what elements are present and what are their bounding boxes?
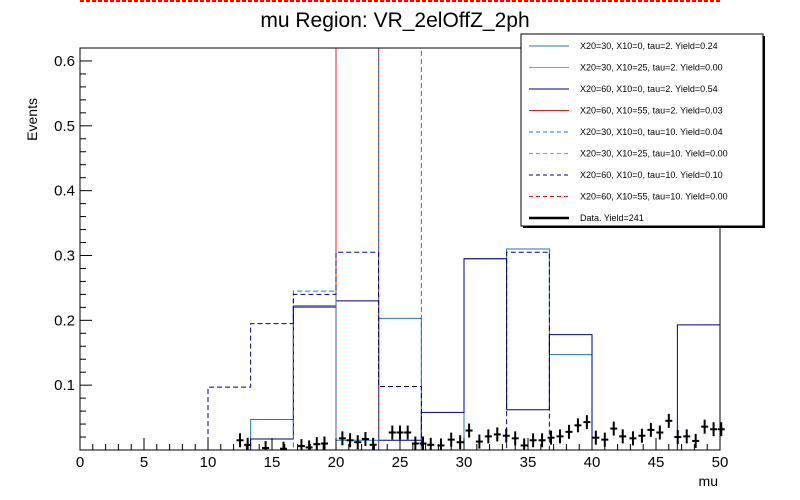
data-point-29 <box>520 438 528 450</box>
data-point-31 <box>538 433 546 448</box>
data-point-24 <box>475 434 483 449</box>
histogram-series-3 <box>80 258 721 451</box>
data-point-16 <box>404 425 412 440</box>
data-point-43 <box>647 422 655 437</box>
legend-entry-8: X20=60, X10=55, tau=10. Yield=0.00 <box>529 192 728 202</box>
x-tick-label: 50 <box>712 454 729 471</box>
legend: X20=30, X10=0, tau=2. Yield=0.24 X20=30, … <box>520 33 765 228</box>
data-point-34 <box>565 424 573 439</box>
data-point-35 <box>574 418 582 433</box>
y-tick-label: 0.4 <box>54 183 75 200</box>
x-tick-label: 20 <box>328 454 345 471</box>
data-point-37 <box>592 430 600 445</box>
legend-box <box>520 33 764 227</box>
legend-entry-3: X20=60, X10=0, tau=2. Yield=0.54 <box>529 84 718 94</box>
data-point-50 <box>710 422 718 437</box>
data-point-11 <box>354 435 362 450</box>
x-tick-label: 10 <box>200 454 217 471</box>
data-point-4 <box>280 441 288 450</box>
y-tick-label: 0.1 <box>54 377 75 394</box>
data-point-40 <box>619 429 627 444</box>
data-point-9 <box>338 431 346 446</box>
data-point-19 <box>427 437 435 450</box>
legend-label: X20=60, X10=55, tau=2. Yield=0.03 <box>580 106 723 116</box>
data-point-26 <box>493 427 501 442</box>
x-tick-label: 5 <box>140 454 148 471</box>
x-axis-title: mu <box>699 473 718 489</box>
data-point-32 <box>547 430 555 445</box>
x-tick-label: 25 <box>392 454 409 471</box>
legend-entry-5: X20=30, X10=0, tau=10. Yield=0.04 <box>529 127 723 137</box>
data-point-22 <box>456 435 464 450</box>
data-point-13 <box>369 437 377 450</box>
data-point-25 <box>484 429 492 444</box>
data-point-12 <box>361 431 369 446</box>
x-tick-label: 40 <box>584 454 601 471</box>
data-point-5 <box>297 439 305 450</box>
data-point-10 <box>346 433 354 448</box>
data-point-30 <box>529 433 537 448</box>
data-point-27 <box>502 428 510 443</box>
data-point-49 <box>701 419 709 434</box>
data-point-6 <box>305 440 313 450</box>
data-point-17 <box>411 436 419 450</box>
y-axis-title: Events <box>24 98 40 141</box>
data-point-42 <box>638 428 646 443</box>
legend-label: X20=60, X10=55, tau=10. Yield=0.00 <box>580 192 728 202</box>
data-point-51 <box>717 422 725 437</box>
y-tick-label: 0.3 <box>54 247 75 264</box>
x-tick-label: 35 <box>520 454 537 471</box>
legend-entry-2: X20=30, X10=25, tau=2. Yield=0.00 <box>529 63 723 73</box>
data-point-33 <box>556 429 564 444</box>
data-point-15 <box>396 425 404 440</box>
legend-entry-4: X20=60, X10=55, tau=2. Yield=0.03 <box>529 106 723 116</box>
y-tick-label: 0.2 <box>54 312 75 329</box>
data-point-45 <box>665 413 673 428</box>
legend-entry-6: X20=30, X10=25, tau=10. Yield=0.00 <box>529 149 728 159</box>
legend-entry-7: X20=60, X10=0, tau=10. Yield=0.10 <box>529 170 723 180</box>
data-point-2 <box>244 437 252 450</box>
data-point-46 <box>674 430 682 445</box>
legend-label: X20=60, X10=0, tau=2. Yield=0.54 <box>580 84 718 94</box>
legend-label: X20=30, X10=0, tau=10. Yield=0.04 <box>580 127 723 137</box>
chart-title: mu Region: VR_2elOffZ_2ph <box>260 9 529 32</box>
x-tick-label: 45 <box>648 454 665 471</box>
x-tick-label: 30 <box>456 454 473 471</box>
legend-entry-9: Data. Yield=241 <box>529 213 644 223</box>
data-point-39 <box>610 421 618 436</box>
data-point-23 <box>465 423 473 438</box>
data-point-1 <box>236 433 244 448</box>
x-tick-label: 15 <box>264 454 281 471</box>
data-point-48 <box>692 433 700 448</box>
legend-label: Data. Yield=241 <box>580 213 644 223</box>
legend-label: X20=60, X10=0, tau=10. Yield=0.10 <box>580 170 723 180</box>
data-point-44 <box>656 425 664 440</box>
x-tick-label: 0 <box>76 454 84 471</box>
legend-label: X20=30, X10=0, tau=2. Yield=0.24 <box>580 41 718 51</box>
legend-entry-1: X20=30, X10=0, tau=2. Yield=0.24 <box>529 41 718 51</box>
axis-layer: 0 5 10 15 20 25 30 35 40 45 50 0.1 0.2 0.3 0.4 0.5 0.6 <box>54 47 729 471</box>
y-tick-label: 0.6 <box>54 53 75 70</box>
data-points-layer <box>236 413 725 450</box>
data-point-41 <box>629 431 637 446</box>
legend-label: X20=30, X10=25, tau=2. Yield=0.00 <box>580 63 723 73</box>
data-point-7 <box>313 437 321 450</box>
data-point-14 <box>388 425 396 440</box>
legend-label: X20=30, X10=25, tau=10. Yield=0.00 <box>580 149 728 159</box>
y-tick-label: 0.5 <box>54 118 75 135</box>
histogram-series-1 <box>80 248 720 451</box>
data-point-36 <box>583 415 591 430</box>
data-point-47 <box>683 429 691 444</box>
data-point-3 <box>262 441 270 450</box>
data-point-18 <box>419 436 427 450</box>
data-point-8 <box>320 436 328 450</box>
data-point-28 <box>511 431 519 446</box>
histogram-series-7 <box>80 251 720 451</box>
